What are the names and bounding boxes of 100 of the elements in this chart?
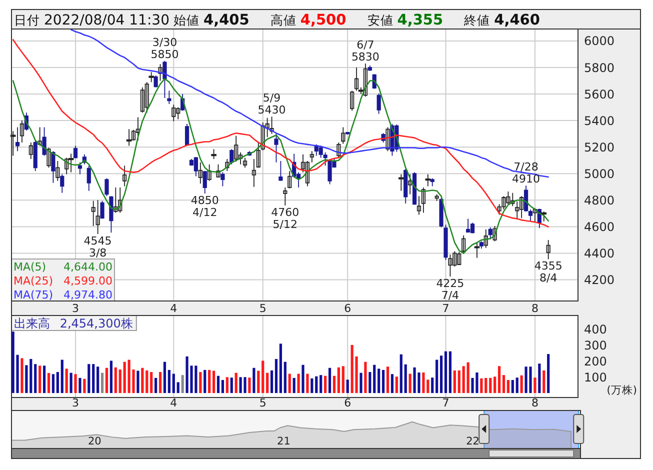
candlestick <box>376 92 381 114</box>
candlestick <box>421 187 426 214</box>
bar <box>158 372 162 394</box>
bar <box>257 370 260 394</box>
text: 4,500 <box>300 12 346 28</box>
bar <box>114 367 117 394</box>
bar <box>172 374 175 394</box>
candlestick <box>60 174 64 194</box>
bar <box>436 360 438 394</box>
annotation: 7/28 4910 <box>512 160 540 186</box>
text: 始値 <box>174 12 200 28</box>
bar <box>315 376 318 394</box>
bar <box>96 366 100 394</box>
bar <box>42 366 46 394</box>
bar <box>105 368 108 394</box>
x-tick-label: 3 <box>72 396 80 410</box>
bar <box>328 368 332 394</box>
bar <box>484 378 488 394</box>
candlestick <box>310 150 314 163</box>
text: 安値 <box>367 12 394 28</box>
bar <box>38 366 42 394</box>
candlestick <box>100 200 104 220</box>
x-tick-label: 20 <box>88 436 102 448</box>
y-tick-label: 6000 <box>584 34 615 48</box>
bar <box>498 366 501 394</box>
bar <box>25 365 28 394</box>
x-tick-label: 22 <box>466 436 480 448</box>
y-tick-label: 4200 <box>584 273 615 288</box>
bar <box>110 360 112 394</box>
candlestick <box>283 187 288 206</box>
candlestick <box>56 160 60 182</box>
bar <box>520 375 523 394</box>
bar <box>306 374 309 394</box>
bar <box>30 358 32 394</box>
bar <box>208 370 211 394</box>
text: 4,460 <box>494 12 540 28</box>
bar <box>302 364 304 394</box>
candlestick <box>86 165 91 192</box>
bar <box>70 372 72 394</box>
candlestick <box>162 60 167 98</box>
bar <box>88 364 90 394</box>
bar <box>60 360 64 394</box>
candlestick <box>42 126 46 156</box>
candlestick <box>122 165 127 187</box>
annotation: 5/9 5430 <box>258 92 286 117</box>
candlestick <box>434 194 439 202</box>
candlestick <box>73 145 78 159</box>
x-tick-label: 6 <box>344 302 352 315</box>
bar <box>342 366 344 394</box>
bar <box>516 378 518 394</box>
y-tick-label: 5200 <box>584 140 615 154</box>
bar <box>332 376 336 394</box>
candlestick <box>546 240 550 260</box>
text: 2022/08/04 11:30 <box>44 12 170 28</box>
bar <box>65 368 68 394</box>
candlestick <box>10 130 16 156</box>
bar <box>466 362 470 394</box>
bar <box>440 356 443 394</box>
candlestick <box>51 150 56 184</box>
annotation: 4225 7/4 <box>436 276 464 302</box>
candlestick <box>220 172 225 187</box>
bar <box>538 364 541 394</box>
candlestick <box>341 126 346 144</box>
candlestick <box>96 200 100 234</box>
bar <box>337 367 340 394</box>
bar <box>154 378 158 394</box>
candlestick <box>439 198 444 228</box>
bar <box>52 374 55 394</box>
candlestick <box>104 178 109 197</box>
y-tick-label: 5000 <box>584 166 615 181</box>
bar <box>453 370 456 394</box>
bar <box>390 374 394 394</box>
annotation: 4545 3/8 <box>84 234 112 260</box>
annotation: 3/30 5850 <box>150 36 179 61</box>
x-tick-label: 21 <box>277 436 290 448</box>
bar <box>244 377 246 394</box>
text: 4,405 <box>204 12 250 28</box>
bar <box>74 374 77 394</box>
bar <box>489 378 492 394</box>
bar <box>324 376 327 394</box>
bar <box>292 378 296 394</box>
x-tick-label: 3 <box>72 302 80 315</box>
candlestick <box>528 209 533 222</box>
bar <box>146 370 148 394</box>
candlestick <box>474 242 480 258</box>
x-tick-label: 7 <box>442 302 450 315</box>
candlestick <box>15 126 20 152</box>
bar <box>404 364 407 394</box>
candlestick <box>198 162 202 184</box>
bar <box>506 380 510 394</box>
x-tick-label: 5 <box>259 302 266 315</box>
bar <box>511 380 514 394</box>
candlestick <box>470 222 475 234</box>
bar <box>226 377 228 394</box>
bar <box>221 380 224 394</box>
candlestick <box>91 200 96 226</box>
x-tick-label: 5 <box>259 396 266 410</box>
bar <box>270 370 274 394</box>
bar <box>56 372 59 394</box>
bar <box>346 380 349 394</box>
